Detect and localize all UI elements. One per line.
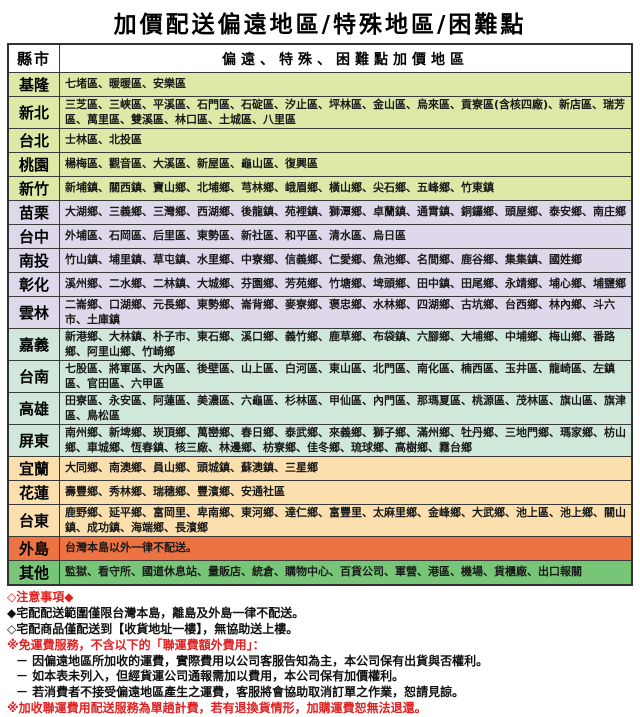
areas-cell: 大同鄉、南澳鄉、員山鄉、頭城鎮、蘇澳鎮、三星鄉 [59, 456, 633, 482]
areas-cell: 田寮區、永安區、阿蓮區、美濃區、六龜區、杉林區、甲仙區、內門區、那瑪夏區、桃源區… [59, 392, 633, 426]
table-row: 南投 竹山鎮、埔里鎮、草屯鎮、水里鄉、中寮鄉、信義鄉、仁愛鄉、魚池鄉、名間鄉、鹿… [7, 248, 633, 274]
areas-cell: 鹿野鄉、延平鄉、富岡里、卑南鄉、東河鄉、達仁鄉、富豐里、太麻里鄉、金峰鄉、大武鄉… [59, 504, 633, 538]
note-line: ※加收聯運費用配送服務為單趟計費，若有退換貨情形，加購運費恕無法退還。 [7, 701, 427, 716]
areas-cell: 壽豐鄉、秀林鄉、瑞穗鄉、豐濱鄉、安通社區 [59, 480, 633, 506]
county-cell: 其他 [7, 560, 60, 586]
table-row: 宜蘭 大同鄉、南澳鄉、員山鄉、頭城鎮、蘇澳鎮、三星鄉 [7, 456, 633, 482]
table-row: 台東 鹿野鄉、延平鄉、富岡里、卑南鄉、東河鄉、達仁鄉、富豐里、太麻里鄉、金峰鄉、… [7, 504, 633, 538]
table-row: 高雄 田寮區、永安區、阿蓮區、美濃區、六龜區、杉林區、甲仙區、內門區、那瑪夏區、… [7, 392, 633, 426]
county-cell: 外島 [7, 536, 60, 562]
county-cell: 台北 [7, 128, 60, 154]
county-cell: 嘉義 [7, 328, 60, 362]
areas-cell: 二崙鄉、口湖鄉、元長鄉、東勢鄉、崙背鄉、麥寮鄉、褒忠鄉、水林鄉、四湖鄉、古坑鄉、… [59, 296, 633, 330]
table-row: 新竹 新埔鎮、關西鎮、寶山鄉、北埔鄉、芎林鄉、峨眉鄉、橫山鄉、尖石鄉、五峰鄉、竹… [7, 176, 633, 202]
page-title: 加價配送偏遠地區/特殊地區/困難點 [113, 12, 527, 38]
areas-cell: 七股區、將軍區、大內區、後壁區、山上區、白河區、東山區、北門區、南化區、楠西區、… [59, 360, 633, 394]
table-body: 基隆 七堵區、暖暖區、安樂區 新北 三芝區、三峽區、平溪區、石門區、石碇區、汐止… [7, 72, 633, 586]
table-row: 彰化 溪州鄉、二水鄉、二林鎮、大城鄉、芬園鄉、芳苑鄉、竹塘鄉、埤頭鄉、田中鎮、田… [7, 272, 633, 298]
areas-cell: 三芝區、三峽區、平溪區、石門區、石碇區、汐止區、坪林區、金山區、烏來區、貢寮區(… [59, 95, 633, 130]
table-row: 基隆 七堵區、暖暖區、安樂區 [7, 72, 633, 97]
areas-cell: 溪州鄉、二水鄉、二林鎮、大城鄉、芬園鄉、芳苑鄉、竹塘鄉、埤頭鄉、田中鎮、田尾鄉、… [59, 272, 633, 298]
areas-cell: 南州鄉、新埤鄉、崁頂鄉、萬巒鄉、春日鄉、泰武鄉、來義鄉、獅子鄉、滿州鄉、牡丹鄉、… [59, 424, 633, 458]
areas-cell: 楊梅區、觀音區、大溪區、新屋區、龜山區、復興區 [59, 152, 633, 178]
county-cell: 屏東 [7, 424, 60, 458]
notes: ◇注意事項◆ ◆宅配配送範圍僅限台灣本島，離島及外島一律不配送。 ◇宅配商品僅配送到… [7, 590, 633, 717]
table-row: 桃園 楊梅區、觀音區、大溪區、新屋區、龜山區、復興區 [7, 152, 633, 178]
county-cell: 雲林 [7, 296, 60, 330]
areas-cell: 大湖鄉、三義鄉、三灣鄉、西湖鄉、後龍鎮、苑裡鎮、獅潭鄉、卓蘭鎮、通霄鎮、銅鑼鄉、… [59, 200, 633, 226]
county-cell: 桃園 [7, 152, 60, 178]
county-cell: 宜蘭 [7, 456, 60, 482]
table-header-row: 縣市 偏遠、特殊、困難點加價地區 [7, 43, 633, 73]
table-row: 台中 外埔區、石岡區、后里區、東勢區、新社區、和平區、清水區、烏日區 [7, 224, 633, 250]
note-line: ※免運費服務，不含以下的「聯運費額外費用」： [7, 637, 265, 652]
areas-cell: 台灣本島以外一律不配送。 [59, 536, 633, 562]
table-row: 嘉義 新港鄉、大林鎮、朴子市、東石鄉、溪口鄉、義竹鄉、鹿草鄉、布袋鎮、六腳鄉、大… [7, 328, 633, 362]
areas-cell: 外埔區、石岡區、后里區、東勢區、新社區、和平區、清水區、烏日區 [59, 224, 633, 250]
county-cell: 新竹 [7, 176, 60, 202]
county-cell: 彰化 [7, 272, 60, 298]
table-row: 花蓮 壽豐鄉、秀林鄉、瑞穗鄉、豐濱鄉、安通社區 [7, 480, 633, 506]
table-row: 台北 士林區、北投區 [7, 128, 633, 154]
areas-cell: 監獄、看守所、國道休息站、量販店、統倉、購物中心、百貨公司、軍營、港區、機場、貨… [59, 560, 633, 586]
county-cell: 新北 [7, 95, 60, 130]
surcharge-area-table: 縣市 偏遠、特殊、困難點加價地區 基隆 七堵區、暖暖區、安樂區 新北 三芝區、三… [7, 43, 633, 587]
table-row: 台南 七股區、將軍區、大內區、後壁區、山上區、白河區、東山區、北門區、南化區、楠… [7, 360, 633, 394]
table-row: 新北 三芝區、三峽區、平溪區、石門區、石碇區、汐止區、坪林區、金山區、烏來區、貢… [7, 95, 633, 130]
areas-cell: 新埔鎮、關西鎮、寶山鄉、北埔鄉、芎林鄉、峨眉鄉、橫山鄉、尖石鄉、五峰鄉、竹東鎮 [59, 176, 633, 202]
areas-cell: 新港鄉、大林鎮、朴子市、東石鄉、溪口鄉、義竹鄉、鹿草鄉、布袋鎮、六腳鄉、大埔鄉、… [59, 328, 633, 362]
county-cell: 高雄 [7, 392, 60, 426]
table-row: 屏東 南州鄉、新埤鄉、崁頂鄉、萬巒鄉、春日鄉、泰武鄉、來義鄉、獅子鄉、滿州鄉、牡… [7, 424, 633, 458]
header-county-column: 縣市 [7, 43, 60, 73]
table-row: 外島 台灣本島以外一律不配送。 [7, 536, 633, 562]
note-line: ◆宅配配送範圍僅限台灣本島，離島及外島一律不配送。 [7, 606, 305, 621]
note-line: － 因偏遠地區所加收的運費，實際費用以公司客服告知為主，本公司保有出貨與否權利。 [16, 653, 489, 668]
areas-cell: 竹山鎮、埔里鎮、草屯鎮、水里鄉、中寮鄉、信義鄉、仁愛鄉、魚池鄉、名間鄉、鹿谷鄉、… [59, 248, 633, 274]
county-cell: 南投 [7, 248, 60, 274]
county-cell: 基隆 [7, 72, 60, 97]
table-row: 雲林 二崙鄉、口湖鄉、元長鄉、東勢鄉、崙背鄉、麥寮鄉、褒忠鄉、水林鄉、四湖鄉、古… [7, 296, 633, 330]
note-line: ◇宅配商品僅配送到【收貨地址一樓】，無協助送上樓。 [7, 621, 299, 636]
table-row: 苗栗 大湖鄉、三義鄉、三灣鄉、西湖鄉、後龍鎮、苑裡鎮、獅潭鄉、卓蘭鎮、通霄鎮、銅… [7, 200, 633, 226]
note-line: － 若消費者不接受偏遠地區產生之運費，客服將會協助取消訂單之作業，恕請見諒。 [16, 685, 465, 700]
county-cell: 台中 [7, 224, 60, 250]
county-cell: 花蓮 [7, 480, 60, 506]
county-cell: 台南 [7, 360, 60, 394]
county-cell: 苗栗 [7, 200, 60, 226]
areas-cell: 七堵區、暖暖區、安樂區 [59, 72, 633, 97]
note-line: ◇注意事項◆ [7, 590, 74, 605]
county-cell: 台東 [7, 504, 60, 538]
areas-cell: 士林區、北投區 [59, 128, 633, 154]
note-line: － 如本表未列入，但經貨運公司通報需加以費用，本公司保有加價權利。 [16, 669, 405, 684]
header-areas-column: 偏遠、特殊、困難點加價地區 [59, 43, 633, 73]
table-row: 其他 監獄、看守所、國道休息站、量販店、統倉、購物中心、百貨公司、軍營、港區、機… [7, 560, 633, 586]
